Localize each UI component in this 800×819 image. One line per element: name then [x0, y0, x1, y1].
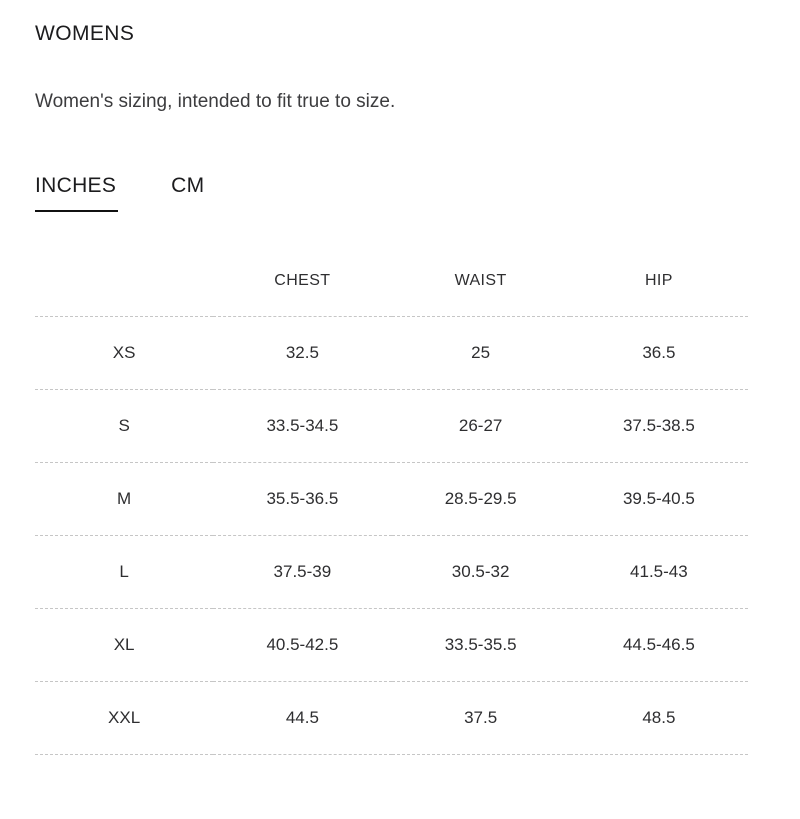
table-row: XXL 44.5 37.5 48.5	[35, 681, 748, 756]
waist-cell: 28.5-29.5	[391, 462, 570, 537]
hip-cell: 41.5-43	[569, 535, 748, 610]
table-row: S 33.5-34.5 26-27 37.5-38.5	[35, 389, 748, 464]
size-cell: L	[35, 535, 214, 610]
column-header-waist: WAIST	[391, 245, 570, 318]
table-row: L 37.5-39 30.5-32 41.5-43	[35, 535, 748, 610]
column-header-hip: HIP	[569, 245, 748, 318]
waist-cell: 25	[391, 316, 570, 391]
size-table: CHEST WAIST HIP XS 32.5 25 36.5 S 33.5-3…	[35, 245, 748, 756]
hip-cell: 37.5-38.5	[569, 389, 748, 464]
table-row: XS 32.5 25 36.5	[35, 316, 748, 391]
size-cell: XS	[35, 316, 214, 391]
size-cell: XL	[35, 608, 214, 683]
hip-cell: 36.5	[569, 316, 748, 391]
chest-cell: 40.5-42.5	[213, 608, 392, 683]
table-header-row: CHEST WAIST HIP	[35, 245, 748, 318]
page-title: WOMENS	[35, 22, 135, 45]
hip-cell: 48.5	[569, 681, 748, 756]
chest-cell: 32.5	[213, 316, 392, 391]
chest-cell: 35.5-36.5	[213, 462, 392, 537]
table-row: XL 40.5-42.5 33.5-35.5 44.5-46.5	[35, 608, 748, 683]
tab-inches[interactable]: INCHES	[35, 174, 119, 212]
unit-tabs: INCHES CM	[35, 174, 748, 212]
hip-cell: 44.5-46.5	[569, 608, 748, 683]
chest-cell: 33.5-34.5	[213, 389, 392, 464]
size-cell: M	[35, 462, 214, 537]
tab-cm[interactable]: CM	[171, 173, 205, 197]
chest-cell: 44.5	[213, 681, 392, 756]
column-header-chest: CHEST	[213, 245, 392, 318]
column-header-size	[35, 245, 214, 318]
waist-cell: 33.5-35.5	[391, 608, 570, 683]
waist-cell: 26-27	[391, 389, 570, 464]
hip-cell: 39.5-40.5	[569, 462, 748, 537]
table-row: M 35.5-36.5 28.5-29.5 39.5-40.5	[35, 462, 748, 537]
page-subtitle: Women's sizing, intended to fit true to …	[35, 91, 396, 113]
chest-cell: 37.5-39	[213, 535, 392, 610]
waist-cell: 30.5-32	[391, 535, 570, 610]
waist-cell: 37.5	[391, 681, 570, 756]
size-cell: XXL	[35, 681, 214, 756]
size-cell: S	[35, 389, 214, 464]
